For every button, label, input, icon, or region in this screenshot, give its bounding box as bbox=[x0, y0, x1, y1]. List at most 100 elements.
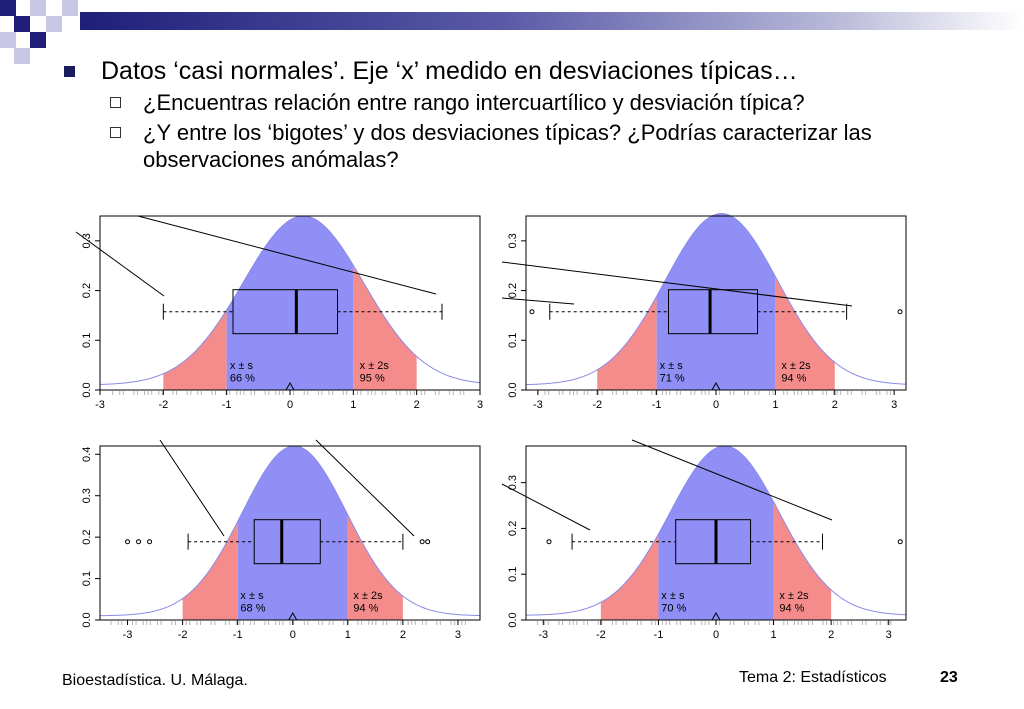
density-curve bbox=[525, 445, 907, 616]
x-tick-label: -2 bbox=[592, 399, 602, 411]
sub-bullet: ¿Encuentras relación entre rango intercu… bbox=[110, 89, 1002, 116]
slide-bullets: Datos ‘casi normales’. Eje ‘x’ medido en… bbox=[62, 56, 1002, 173]
x-tick-label: 1 bbox=[772, 399, 778, 411]
plot-frame bbox=[99, 445, 481, 621]
sub-bullet-text: ¿Y entre los ‘bigotes’ y dos desviacione… bbox=[143, 120, 872, 172]
band-label-2s: x ± 2s bbox=[353, 590, 383, 602]
x-tick-label: -3 bbox=[123, 629, 133, 641]
inner-band bbox=[656, 213, 776, 390]
y-tick-label: 0.1 bbox=[507, 333, 519, 348]
connector-line bbox=[315, 439, 415, 537]
y-tick-label: 0.1 bbox=[81, 571, 93, 586]
corner-square-3 bbox=[14, 16, 30, 32]
x-tick-label: -2 bbox=[178, 629, 188, 641]
plot-panel-3: x ± s 68 % x ± 2s 94 % -3 -2 -1 0 1 2 3 0.0 0.1 0.2 0.… bbox=[76, 439, 496, 660]
x-tick-label: 2 bbox=[828, 629, 834, 641]
outlier-point bbox=[897, 309, 903, 315]
band-label-2s: x ± 2s bbox=[779, 590, 809, 602]
band-percent-2s: 94 % bbox=[353, 602, 378, 614]
outer-band-right bbox=[347, 515, 403, 620]
y-tick-label: 0.2 bbox=[81, 283, 93, 298]
outlier-point bbox=[529, 309, 535, 315]
x-tick-label: 2 bbox=[832, 399, 838, 411]
band-label-2s: x ± 2s bbox=[781, 360, 811, 372]
band-percent-1s: 70 % bbox=[661, 602, 686, 614]
outer-band-left bbox=[182, 521, 238, 620]
square-bullet-icon bbox=[64, 66, 75, 77]
x-tick-label: 3 bbox=[891, 399, 897, 411]
x-tick-label: -3 bbox=[538, 629, 548, 641]
x-tick-label: 3 bbox=[455, 629, 461, 641]
outer-band-right bbox=[353, 265, 417, 390]
connector-line bbox=[501, 297, 575, 305]
x-tick-label: 1 bbox=[345, 629, 351, 641]
y-tick-label: 0.2 bbox=[507, 283, 519, 298]
outlier-point bbox=[136, 539, 142, 545]
x-tick-label: 0 bbox=[713, 399, 719, 411]
x-tick-label: -3 bbox=[533, 399, 543, 411]
y-tick-label: 0.2 bbox=[507, 521, 519, 536]
band-percent-2s: 95 % bbox=[360, 372, 385, 384]
x-tick-label: 1 bbox=[771, 629, 777, 641]
band-percent-1s: 71 % bbox=[660, 372, 685, 384]
x-tick-label: -1 bbox=[654, 629, 664, 641]
corner-square-1 bbox=[0, 0, 16, 16]
x-tick-label: 2 bbox=[400, 629, 406, 641]
band-percent-2s: 94 % bbox=[781, 372, 806, 384]
x-tick-label: 0 bbox=[287, 399, 293, 411]
y-tick-label: 0.3 bbox=[81, 488, 93, 503]
x-tick-label: -1 bbox=[652, 399, 662, 411]
corner-square-5 bbox=[0, 32, 16, 48]
corner-square-2 bbox=[30, 0, 46, 16]
x-tick-label: 3 bbox=[477, 399, 483, 411]
y-tick-label: 0.2 bbox=[81, 529, 93, 544]
density-curve bbox=[525, 213, 906, 386]
y-tick-label: 0.1 bbox=[507, 567, 519, 582]
inner-band bbox=[226, 216, 354, 390]
x-tick-label: -1 bbox=[222, 399, 232, 411]
y-tick-label: 0.0 bbox=[507, 382, 519, 397]
x-tick-label: -2 bbox=[158, 399, 168, 411]
box bbox=[253, 519, 321, 565]
band-percent-2s: 94 % bbox=[779, 602, 804, 614]
outlier-point bbox=[897, 539, 903, 545]
outer-band-right bbox=[773, 501, 832, 620]
band-label-1s: x ± s bbox=[660, 360, 684, 372]
x-tick-label: -1 bbox=[233, 629, 243, 641]
y-tick-label: 0.1 bbox=[81, 333, 93, 348]
x-tick-label: 0 bbox=[713, 629, 719, 641]
y-tick-label: 0.0 bbox=[81, 612, 93, 627]
x-tick-label: 2 bbox=[414, 399, 420, 411]
x-tick-label: -2 bbox=[596, 629, 606, 641]
y-tick-label: 0.3 bbox=[81, 233, 93, 248]
corner-square-7 bbox=[14, 48, 30, 64]
outlier-point bbox=[125, 539, 131, 545]
corner-square-4 bbox=[46, 16, 62, 32]
plot-panel-4: x ± s 70 % x ± 2s 94 % -3 -2 -1 0 1 2 3 0.0 0.1 0.2 0.… bbox=[501, 439, 922, 660]
outlier-point bbox=[147, 539, 153, 545]
connector-line bbox=[501, 483, 591, 531]
density-curve bbox=[99, 445, 481, 617]
box bbox=[232, 289, 338, 335]
connector-line bbox=[75, 231, 165, 297]
page-number: 23 bbox=[940, 669, 958, 686]
box bbox=[668, 289, 759, 335]
footer-topic: Tema 2: Estadísticos bbox=[739, 669, 887, 686]
outer-band-right bbox=[775, 276, 835, 390]
y-tick-label: 0.3 bbox=[507, 475, 519, 490]
corner-square-8 bbox=[62, 0, 78, 16]
connector-line bbox=[501, 261, 853, 307]
outlier-point bbox=[419, 539, 425, 545]
band-label-1s: x ± s bbox=[240, 590, 264, 602]
band-percent-1s: 68 % bbox=[240, 602, 265, 614]
hollow-square-bullet-icon bbox=[110, 97, 121, 108]
x-tick-label: -3 bbox=[95, 399, 105, 411]
title-gradient-bar bbox=[80, 12, 1024, 30]
plot-panel-2: x ± s 71 % x ± 2s 94 % -3 -2 -1 0 1 2 3 0.0 0.1 0.2 0.… bbox=[501, 210, 922, 430]
plot-panel-1: x ± s 66 % x ± 2s 95 % -3 -2 -1 0 1 2 3 0.0 0.1 0.2 0.… bbox=[75, 210, 496, 430]
main-bullet-text: Datos ‘casi normales’. Eje ‘x’ medido en… bbox=[101, 57, 798, 85]
